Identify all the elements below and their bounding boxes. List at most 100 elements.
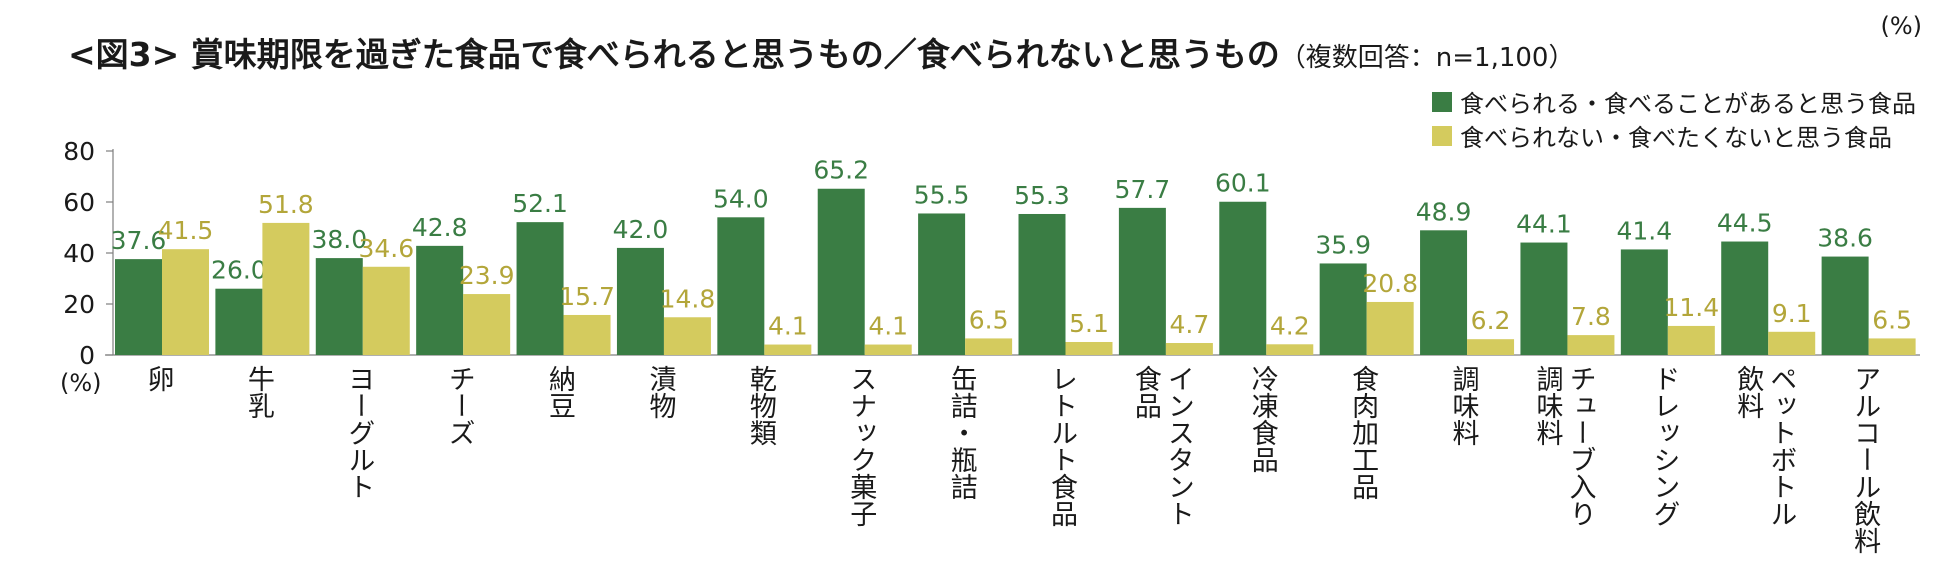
category-label: レトルト食品 — [1046, 365, 1077, 527]
bar-eatable — [918, 213, 966, 355]
bar-not-eatable — [1266, 344, 1314, 355]
data-label-eatable: 38.6 — [1817, 224, 1873, 253]
bar-eatable — [1118, 207, 1166, 355]
data-label-eatable: 48.9 — [1416, 197, 1472, 226]
bar-not-eatable — [1768, 331, 1816, 355]
data-label-eatable: 65.2 — [813, 156, 869, 185]
data-label-not-eatable: 7.8 — [1571, 302, 1611, 331]
bar-not-eatable — [1165, 343, 1213, 355]
bar-not-eatable — [764, 344, 812, 355]
bar-eatable — [1721, 241, 1769, 355]
category-label: 調味料 — [1448, 365, 1480, 446]
bar-eatable — [717, 217, 765, 355]
chart-title-main: <図3> 賞味期限を過ぎた食品で食べられると思うもの／食べられないと思うもの — [68, 35, 1280, 74]
data-label-eatable: 57.7 — [1115, 175, 1171, 204]
category-label: スナック菓子 — [845, 365, 877, 527]
y-axis-unit-label: (%) — [60, 369, 102, 397]
bar-eatable — [1319, 263, 1367, 355]
data-label-not-eatable: 4.1 — [868, 312, 908, 341]
y-tick-label: 0 — [79, 341, 95, 370]
data-label-eatable: 52.1 — [512, 189, 568, 218]
bar-eatable — [315, 258, 363, 355]
data-label-not-eatable: 4.7 — [1170, 310, 1210, 339]
data-label-not-eatable: 4.1 — [768, 312, 808, 341]
data-label-not-eatable: 5.1 — [1069, 309, 1109, 338]
category-label: アルコール飲料 — [1849, 365, 1881, 554]
data-label-eatable: 60.1 — [1215, 169, 1271, 198]
category-label: 乾物類 — [745, 365, 777, 446]
bar-not-eatable — [1467, 339, 1515, 355]
category-label: ヨーグルト — [343, 365, 374, 500]
y-tick-label: 20 — [63, 290, 95, 319]
data-label-not-eatable: 6.5 — [969, 305, 1009, 334]
category-label: インスタント — [1163, 365, 1194, 527]
bar-eatable — [1018, 213, 1066, 355]
category-label: 冷凍食品 — [1247, 365, 1279, 473]
legend-label-not-eatable: 食べられない・食べたくないと思う食品 — [1460, 124, 1892, 152]
bar-not-eatable — [162, 249, 209, 355]
category-label: 缶詰・瓶詰 — [946, 365, 977, 500]
data-label-not-eatable: 14.8 — [660, 284, 716, 313]
data-label-eatable: 54.0 — [713, 184, 769, 213]
data-label-eatable: 42.8 — [412, 213, 468, 242]
bar-eatable — [1620, 249, 1668, 355]
bar-not-eatable — [362, 266, 410, 355]
category-label: ドレッシング — [1648, 365, 1679, 527]
data-label-not-eatable: 41.5 — [158, 216, 214, 245]
bar-not-eatable — [563, 314, 611, 355]
y-tick-label: 40 — [63, 239, 95, 268]
data-label-not-eatable: 6.5 — [1872, 305, 1912, 334]
category-label: チーズ — [444, 365, 475, 446]
category-label: 食肉加工品 — [1347, 365, 1379, 500]
bar-not-eatable — [1667, 325, 1715, 355]
bar-eatable — [516, 222, 564, 355]
bar-not-eatable — [1065, 341, 1113, 355]
legend-swatch-not-eatable — [1432, 126, 1452, 146]
bar-eatable — [817, 188, 865, 355]
category-label: 漬物 — [644, 365, 676, 419]
bar-eatable — [416, 245, 464, 355]
bar-eatable — [616, 247, 664, 355]
legend-label-eatable: 食べられる・食べることがあると思う食品 — [1460, 90, 1916, 118]
chart-subtitle: （複数回答：n=1,100） — [1279, 43, 1575, 73]
data-label-eatable: 55.3 — [1014, 181, 1070, 210]
bar-eatable — [1420, 230, 1468, 355]
data-label-not-eatable: 4.2 — [1270, 311, 1310, 340]
unit-label-top: (%) — [1880, 12, 1922, 40]
bar-eatable — [1821, 256, 1869, 355]
bar-not-eatable — [1567, 335, 1615, 355]
bar-not-eatable — [965, 338, 1013, 355]
data-label-eatable: 55.5 — [914, 180, 970, 209]
legend-swatch-eatable — [1432, 92, 1452, 112]
category-label: 卵 — [143, 365, 174, 392]
data-label-not-eatable: 51.8 — [258, 190, 314, 219]
data-label-not-eatable: 34.6 — [358, 234, 414, 263]
bar-not-eatable — [864, 344, 912, 355]
y-tick-label: 80 — [63, 137, 95, 166]
category-label: 食品 — [1130, 365, 1161, 419]
bar-eatable — [1520, 242, 1568, 355]
bar-not-eatable — [262, 222, 310, 355]
bar-eatable — [1219, 201, 1267, 355]
data-label-not-eatable: 15.7 — [559, 282, 615, 311]
bar-not-eatable — [463, 294, 511, 355]
data-label-eatable: 44.5 — [1717, 209, 1773, 238]
data-label-eatable: 26.0 — [211, 256, 267, 285]
data-label-eatable: 38.0 — [311, 225, 367, 254]
bar-not-eatable — [1366, 301, 1414, 355]
data-label-eatable: 35.9 — [1315, 230, 1371, 259]
data-label-eatable: 42.0 — [613, 215, 669, 244]
data-label-eatable: 41.4 — [1616, 216, 1672, 245]
bar-not-eatable — [1868, 338, 1916, 355]
data-label-not-eatable: 11.4 — [1663, 293, 1719, 322]
chart-title: <図3> 賞味期限を過ぎた食品で食べられると思うもの／食べられないと思うもの（複… — [68, 28, 1574, 76]
category-label: ペットボトル — [1765, 365, 1796, 527]
category-label: 牛乳 — [243, 365, 274, 419]
bar-eatable — [215, 288, 263, 355]
bar-eatable — [115, 259, 162, 355]
category-label: チューブ入り — [1564, 365, 1595, 527]
data-label-not-eatable: 9.1 — [1772, 299, 1812, 328]
category-label: 調味料 — [1531, 365, 1563, 446]
data-label-not-eatable: 6.2 — [1471, 306, 1511, 335]
